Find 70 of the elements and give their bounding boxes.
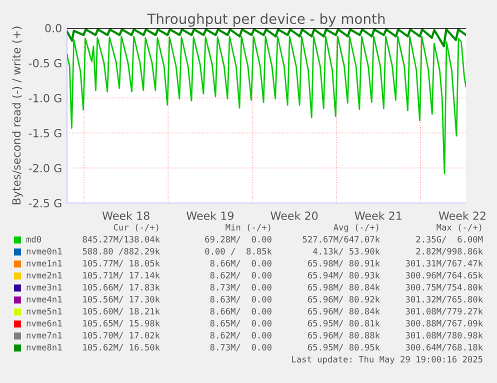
- text: 105.56M/ 17.30k: [83, 296, 160, 304]
- text: 65.95M/ 80.95k: [308, 344, 380, 352]
- text: 65.96M/ 80.92k: [308, 296, 380, 304]
- legend-label: nvme2n1: [26, 272, 62, 279]
- y-tick-label: -0.5 G: [28, 58, 62, 68]
- text: 300.96M/764.65k: [406, 272, 483, 280]
- text: 65.98M/ 80.91k: [308, 260, 380, 268]
- text: 300.88M/767.09k: [406, 320, 483, 328]
- text: 8.73M/ 0.00: [210, 344, 272, 352]
- text: 300.64M/768.18k: [406, 344, 483, 352]
- x-tick-label: Week 18: [102, 211, 150, 220]
- x-tick-label: Week 21: [354, 211, 402, 220]
- text: 105.70M/ 17.02k: [83, 332, 160, 340]
- text: 65.95M/ 80.81k: [308, 320, 380, 328]
- line-series: [67, 36, 466, 174]
- text: 527.67M/647.07k: [302, 236, 380, 244]
- text: 8.62M/ 0.00: [210, 332, 272, 340]
- text: 8.65M/ 0.00: [210, 320, 272, 328]
- text: 105.66M/ 17.83k: [83, 284, 160, 292]
- text: 8.73M/ 0.00: [210, 284, 272, 292]
- y-tick-label: -1.0 G: [28, 94, 62, 102]
- text: 8.63M/ 0.00: [210, 296, 272, 304]
- text: 845.27M/138.04k: [82, 236, 160, 244]
- legend-label: nvme8n1: [26, 344, 62, 351]
- legend-label: nvme1n1: [26, 260, 62, 267]
- chart-title: Throughput per device - by month: [147, 13, 385, 27]
- line-series: [67, 28, 466, 48]
- text: 105.60M/ 18.21k: [83, 308, 160, 316]
- text: 2.35G/ 6.00M: [416, 236, 483, 244]
- text: Last update: Thu May 29 19:00:16 2025: [292, 356, 482, 364]
- legend-label: nvme7n1: [26, 332, 62, 339]
- text: 65.98M/ 80.84k: [308, 284, 380, 292]
- text: 105.62M/ 16.50k: [83, 344, 160, 352]
- y-tick-label: 0.0: [45, 24, 62, 32]
- legend-label: nvme3n1: [26, 284, 62, 291]
- text: 301.08M/779.27k: [406, 308, 483, 316]
- text: 8.66M/ 0.00: [210, 308, 272, 316]
- text: 69.28M/ 0.00: [205, 236, 272, 244]
- text: 65.94M/ 80.93k: [308, 272, 380, 280]
- legend-label: nvme6n1: [26, 320, 62, 327]
- text: 301.32M/765.80k: [406, 296, 483, 304]
- text: 105.71M/ 17.14k: [83, 272, 160, 280]
- text: Cur (-/+): [114, 224, 158, 232]
- text: Avg (-/+): [334, 224, 378, 232]
- text: 105.77M/ 18.05k: [83, 260, 160, 268]
- x-tick-label: Week 22: [438, 211, 486, 220]
- x-tick-label: Week 20: [270, 211, 318, 220]
- text: 2.82M/998.86k: [416, 248, 483, 256]
- text: 65.96M/ 80.84k: [308, 308, 380, 316]
- text: 0.00 / 8.85k: [205, 248, 272, 256]
- text: 8.62M/ 0.00: [210, 272, 272, 280]
- text: 301.31M/767.47k: [406, 260, 483, 268]
- legend-label: nvme4n1: [26, 296, 62, 303]
- y-tick-label: -1.5 G: [28, 128, 62, 138]
- text: Max (-/+): [436, 224, 482, 232]
- text: 300.75M/754.80k: [406, 284, 483, 292]
- legend-label: md0: [26, 236, 41, 243]
- text: Min (-/+): [226, 224, 270, 232]
- y-tick-label: -2.0 G: [28, 164, 62, 172]
- legend-label: nvme5n1: [26, 308, 62, 315]
- legend-label: nvme0n1: [26, 248, 62, 255]
- text: 105.65M/ 15.98k: [83, 320, 160, 328]
- text: 4.13k/ 53.90k: [313, 248, 380, 256]
- y-axis-title: Bytes/second read (-) / write (+): [12, 26, 23, 204]
- text: 301.08M/780.98k: [406, 332, 483, 340]
- x-tick-label: Week 19: [186, 211, 234, 220]
- y-tick-label: -2.5 G: [28, 198, 62, 208]
- text: 65.96M/ 80.88k: [308, 332, 380, 340]
- text: 588.80 /882.29k: [82, 248, 160, 256]
- text: 8.66M/ 0.00: [210, 260, 272, 268]
